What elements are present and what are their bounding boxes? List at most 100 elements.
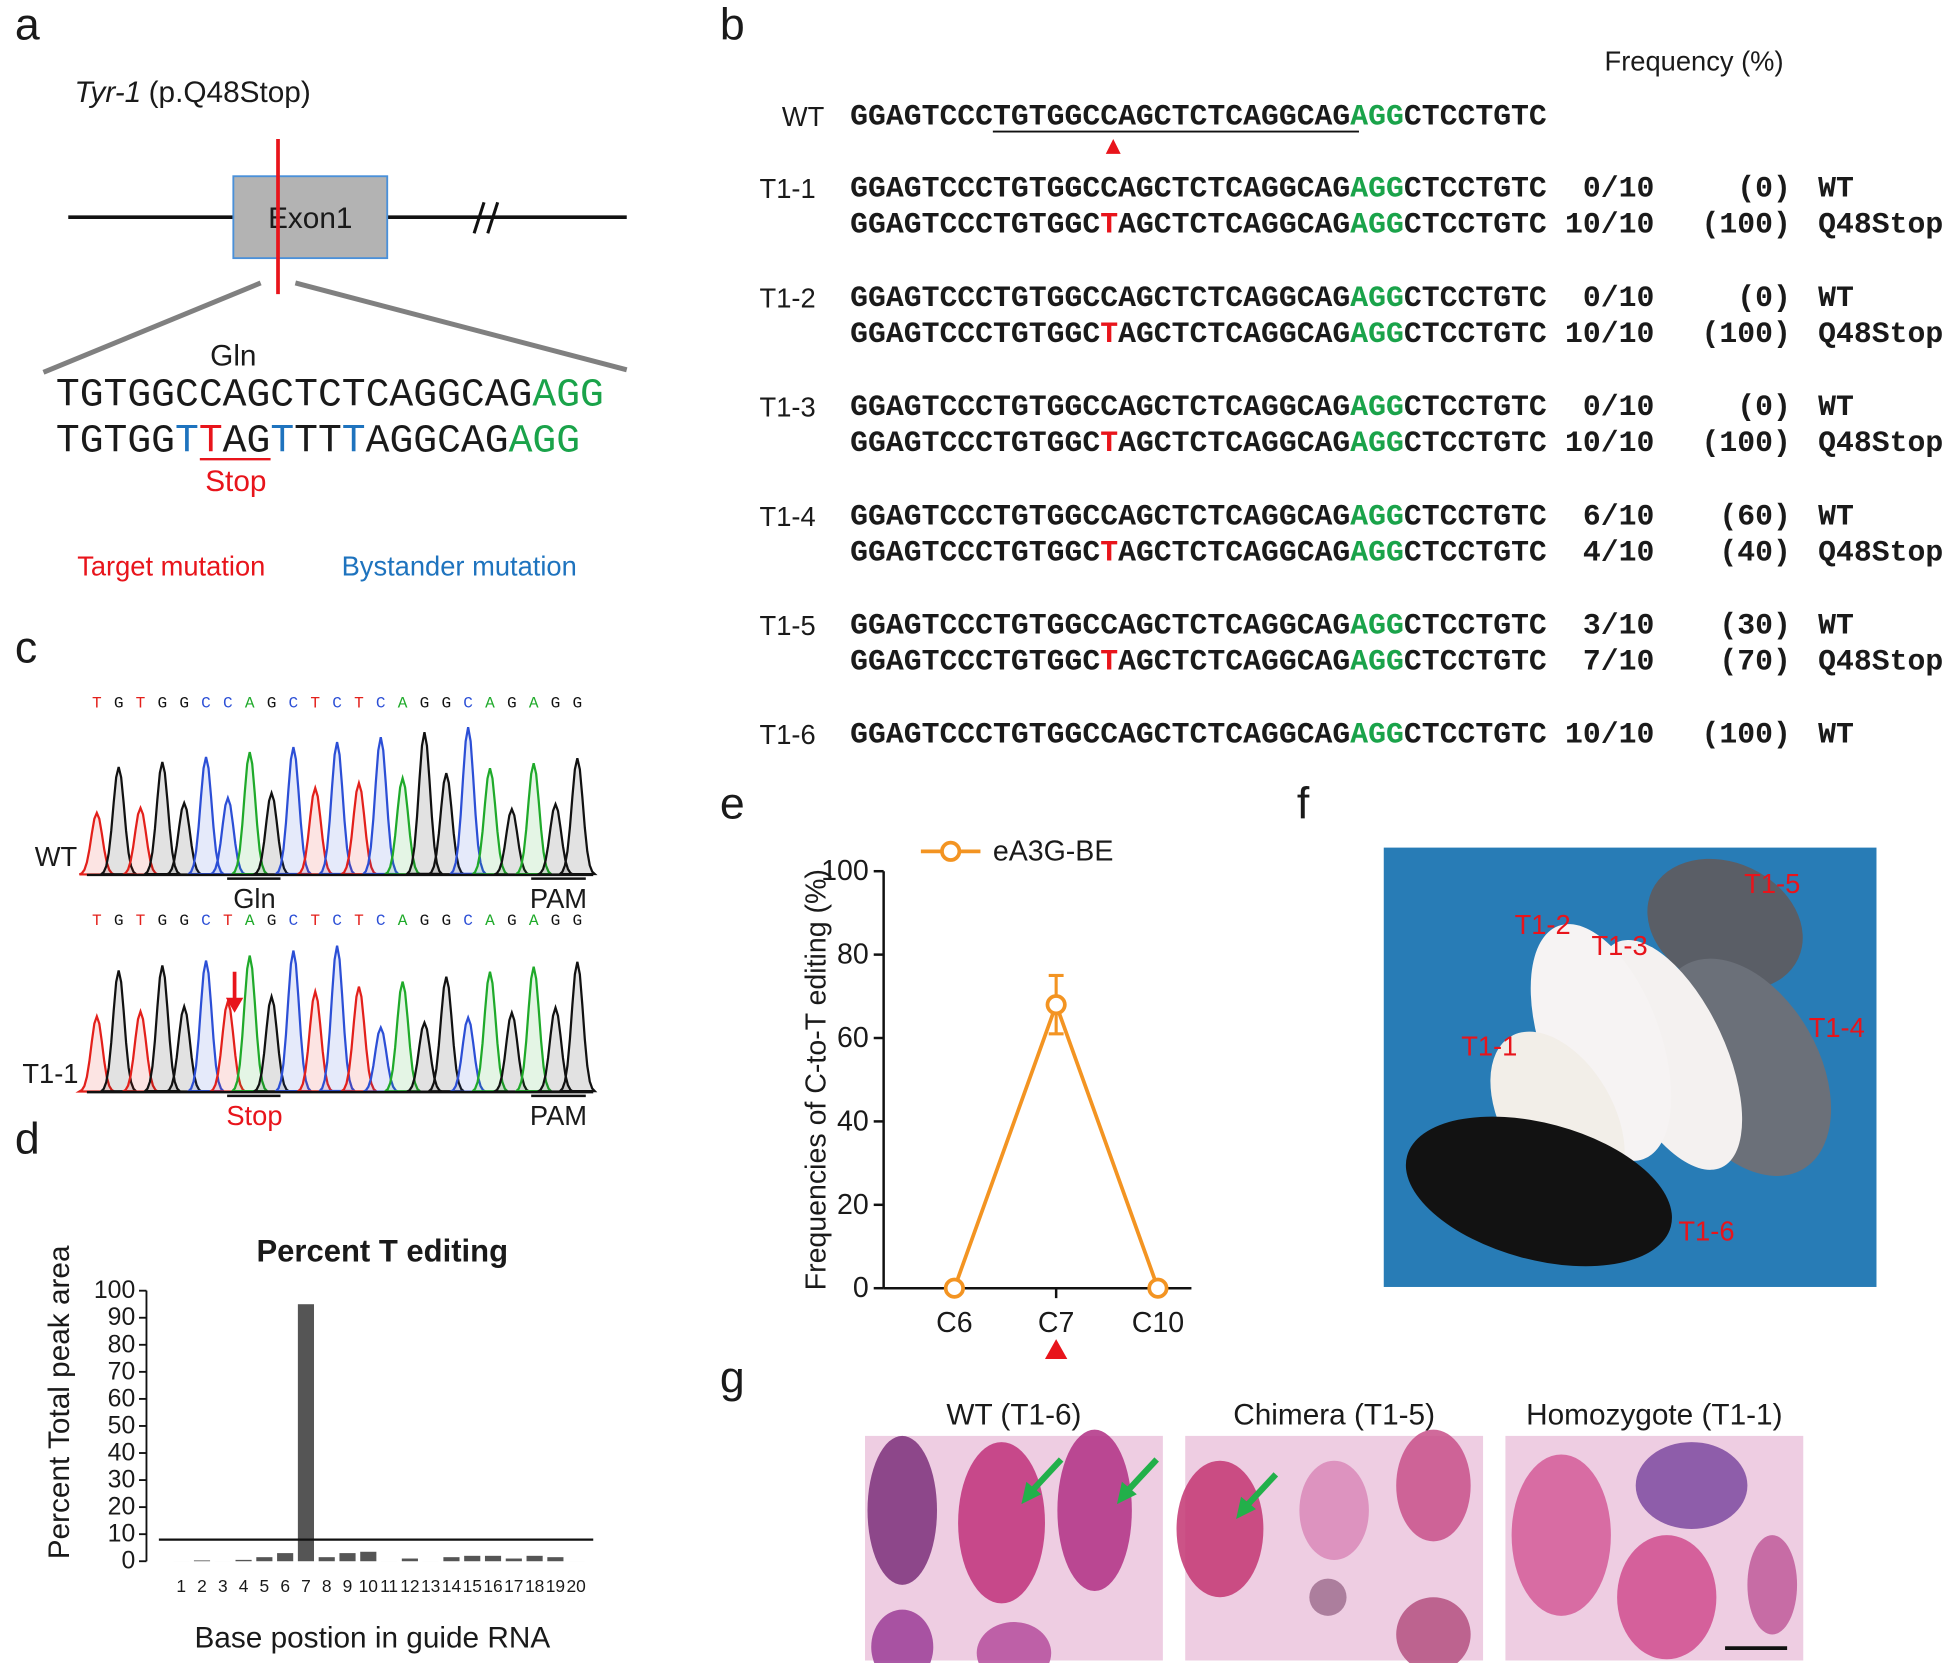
- y-tick-label: 100: [821, 855, 869, 887]
- base-call: T: [310, 695, 320, 713]
- panel-label: g: [720, 1353, 745, 1402]
- peak: [469, 971, 511, 1093]
- peak: [273, 950, 314, 1093]
- legend-bystander: Bystander mutation: [342, 550, 577, 581]
- sequence-segment: CTCCTGTC: [1404, 426, 1547, 460]
- base-call: G: [507, 695, 517, 713]
- series-line: [952, 999, 1160, 1289]
- mut-sequence: TGTGGTTAGTTTTAGGCAGAGG: [56, 418, 580, 463]
- x-tick-label: 7: [301, 1576, 311, 1596]
- panel-label: f: [1297, 780, 1310, 829]
- allele-count: 0/10: [1583, 281, 1654, 315]
- y-tick-label: 30: [108, 1467, 136, 1494]
- sequence-segment: T: [1100, 644, 1118, 678]
- tissue: [1635, 1442, 1748, 1529]
- peak: [185, 756, 227, 876]
- base-call: T: [223, 912, 233, 930]
- break-mark: [486, 201, 500, 234]
- bar: [297, 1304, 315, 1562]
- allele-sequence: GGAGTCCCTGTGGCCAGCTCTCAGGCAGAGGCTCCTGTC: [850, 281, 1547, 315]
- sequence-segment: TGTGGCCAGCTCTCAGGCAG: [993, 100, 1350, 134]
- y-tick-label: 0: [853, 1272, 869, 1304]
- bar: [360, 1551, 377, 1562]
- sequence-segment: AGCTCTCAGGCAG: [1118, 317, 1350, 351]
- tissue: [958, 1442, 1045, 1604]
- x-tick-label: C7: [1038, 1307, 1074, 1339]
- allele-percent: (100): [1702, 317, 1791, 351]
- base-call: C: [463, 912, 473, 930]
- bar: [484, 1555, 502, 1562]
- genotype: Q48Stop: [1818, 426, 1943, 460]
- peak: [469, 767, 511, 876]
- x-tick-label: 4: [239, 1576, 249, 1596]
- sequence-segment: AGG: [532, 372, 603, 417]
- allele-count: 10/10: [1565, 426, 1654, 460]
- tissue: [867, 1435, 938, 1585]
- animal-label: T1-4: [1809, 1012, 1865, 1043]
- allele-count: 4/10: [1583, 535, 1654, 569]
- histology-title: Homozygote (T1-1): [1526, 1398, 1782, 1431]
- tissue: [1299, 1460, 1369, 1560]
- peak: [250, 789, 293, 876]
- allele-count: 10/10: [1565, 718, 1654, 752]
- peak: [490, 1009, 534, 1093]
- animal-label: T1-2: [1515, 909, 1571, 940]
- peak: [229, 751, 270, 876]
- gene-title: Tyr-1 (p.Q48Stop): [74, 75, 310, 108]
- sequence-segment: T: [270, 418, 294, 463]
- sequence-segment: GGAGTCCCTGTGGCCAGCTCTCAGGCAG: [850, 281, 1350, 315]
- peak: [122, 804, 159, 876]
- peak: [229, 955, 270, 1093]
- base-call: C: [289, 912, 299, 930]
- base-call: G: [573, 695, 583, 713]
- peak: [162, 799, 206, 876]
- base-call: G: [158, 912, 168, 930]
- histology-title: Chimera (T1-5): [1233, 1398, 1435, 1431]
- x-tick-label: 16: [483, 1576, 502, 1596]
- point: [943, 1277, 965, 1299]
- x-tick-label: 15: [463, 1576, 482, 1596]
- tissue: [1617, 1535, 1717, 1660]
- x-axis-label: Base postion in guide RNA: [194, 1622, 550, 1655]
- tissue: [1396, 1429, 1471, 1542]
- exon-box: [232, 175, 389, 260]
- peak: [362, 1024, 399, 1093]
- animal-label: T1-6: [1678, 1216, 1734, 1247]
- peak: [446, 1014, 490, 1093]
- sequence-segment: T: [1100, 208, 1118, 242]
- peak: [142, 761, 183, 876]
- sequence-segment: AGG: [1350, 644, 1404, 678]
- histology-title: WT (T1-6): [946, 1398, 1081, 1431]
- y-tick-label: 20: [108, 1494, 136, 1521]
- peak: [426, 976, 467, 1093]
- target-marker: [1105, 138, 1121, 154]
- genotype: Q48Stop: [1818, 317, 1943, 351]
- allele-sequence: GGAGTCCCTGTGGCTAGCTCTCAGGCAGAGGCTCCTGTC: [850, 426, 1547, 460]
- base-call: G: [267, 912, 277, 930]
- peak: [404, 732, 445, 875]
- sample-name: T1-2: [760, 282, 816, 313]
- sequence-segment: T: [199, 418, 223, 463]
- base-call: G: [573, 912, 583, 930]
- base-call: C: [332, 912, 342, 930]
- trace-name: T1-1: [22, 1058, 78, 1089]
- y-tick-label: 80: [837, 939, 869, 971]
- ref-sequence: GGAGTCCCTGTGGCCAGCTCTCAGGCAGAGGCTCCTGTC: [850, 100, 1547, 134]
- base-call: A: [529, 695, 539, 713]
- allele-percent: (70): [1719, 644, 1790, 678]
- x-tick-label: 3: [218, 1576, 228, 1596]
- sequence-segment: GGAGTCCCTGTGGC: [850, 535, 1100, 569]
- sequence-segment: TGTGG: [56, 418, 175, 463]
- tissue: [1396, 1597, 1471, 1663]
- site-label: Stop: [226, 1100, 282, 1131]
- peak: [534, 1003, 577, 1093]
- base-call: A: [485, 695, 495, 713]
- base-call: G: [441, 912, 451, 930]
- sequence-segment: AGG: [509, 418, 580, 463]
- allele-percent: (0): [1737, 390, 1791, 424]
- y-tick-label: 60: [108, 1385, 136, 1412]
- x-tick-label: 5: [260, 1576, 270, 1596]
- bar: [339, 1553, 356, 1562]
- pam-label: PAM: [530, 883, 587, 914]
